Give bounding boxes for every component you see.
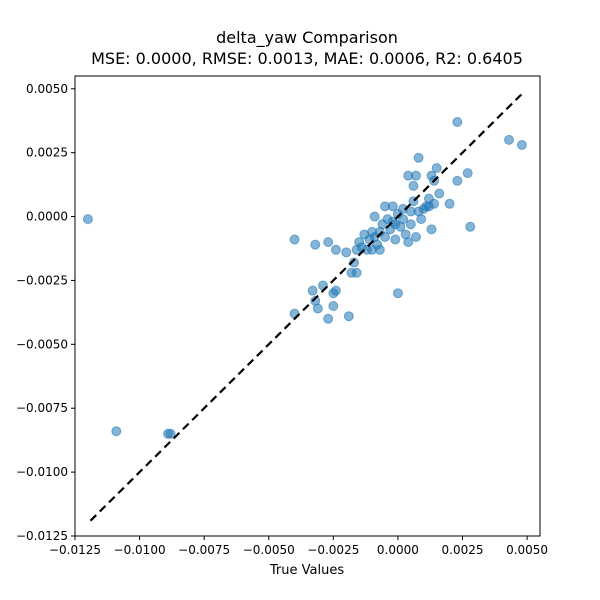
- data-point: [323, 313, 334, 324]
- data-point: [403, 237, 414, 248]
- chart-subtitle: MSE: 0.0000, RMSE: 0.0013, MAE: 0.0006, …: [91, 49, 523, 68]
- x-tick-label: −0.0125: [49, 543, 101, 557]
- identity-reference-line: [89, 90, 526, 522]
- data-point: [411, 232, 421, 242]
- x-tick-label: −0.0050: [243, 543, 295, 557]
- data-point: [289, 234, 300, 245]
- data-point: [310, 239, 321, 250]
- x-tick-label: 0.0050: [506, 543, 548, 557]
- data-point: [465, 221, 476, 232]
- data-point: [390, 234, 401, 245]
- data-point: [369, 211, 380, 222]
- data-point: [330, 244, 341, 255]
- chart-title: delta_yaw Comparison: [216, 28, 398, 48]
- data-point: [504, 134, 514, 145]
- x-tick-label: −0.0025: [307, 543, 359, 557]
- data-point: [413, 152, 424, 163]
- y-tick-label: 0.0050: [26, 82, 68, 96]
- x-tick-label: 0.0025: [442, 543, 484, 557]
- y-tick-label: −0.0125: [16, 529, 68, 543]
- data-point: [405, 219, 416, 230]
- data-point: [462, 168, 473, 179]
- y-tick-label: 0.0000: [26, 210, 68, 224]
- y-tick-label: −0.0050: [16, 337, 68, 351]
- data-point: [387, 201, 398, 212]
- data-point: [312, 303, 323, 314]
- data-point: [408, 180, 419, 191]
- data-point: [82, 214, 93, 225]
- data-point: [444, 198, 455, 209]
- data-point: [516, 140, 527, 150]
- reference-line-group: [89, 90, 526, 522]
- x-tick-label: −0.0075: [178, 543, 230, 557]
- y-tick-label: 0.0025: [26, 146, 68, 160]
- data-point: [431, 163, 442, 173]
- data-point: [374, 244, 385, 255]
- y-tick-label: −0.0075: [16, 401, 68, 415]
- y-tick-label: −0.0025: [16, 273, 68, 287]
- x-axis-ticks: −0.0125 −0.0100 −0.0075 −0.0050 −0.0025 0.000…: [49, 536, 548, 557]
- data-point: [452, 175, 463, 186]
- data-point: [111, 426, 122, 437]
- data-point: [426, 224, 437, 235]
- data-point: [380, 232, 390, 242]
- data-point: [351, 267, 362, 278]
- data-point: [341, 247, 352, 258]
- data-point: [411, 170, 421, 181]
- data-point: [328, 301, 339, 311]
- y-tick-label: −0.0100: [16, 465, 68, 479]
- data-point: [349, 257, 359, 268]
- x-tick-label: −0.0100: [114, 543, 166, 557]
- data-point: [330, 285, 341, 296]
- x-tick-label: 0.0000: [377, 543, 419, 557]
- data-point: [307, 285, 318, 296]
- x-axis-label: True Values: [269, 563, 344, 578]
- data-point: [452, 117, 463, 127]
- data-point: [429, 198, 440, 209]
- data-point: [323, 237, 334, 248]
- data-point: [343, 311, 354, 322]
- data-point: [398, 214, 409, 225]
- data-points: [82, 117, 527, 439]
- data-point: [392, 288, 403, 299]
- y-axis-ticks: −0.0125 −0.0100 −0.0075 −0.0050 −0.0025 0.000…: [16, 82, 75, 543]
- data-point: [416, 214, 427, 225]
- data-point: [434, 188, 445, 199]
- plot-area-frame: [74, 75, 541, 537]
- data-point: [165, 428, 176, 439]
